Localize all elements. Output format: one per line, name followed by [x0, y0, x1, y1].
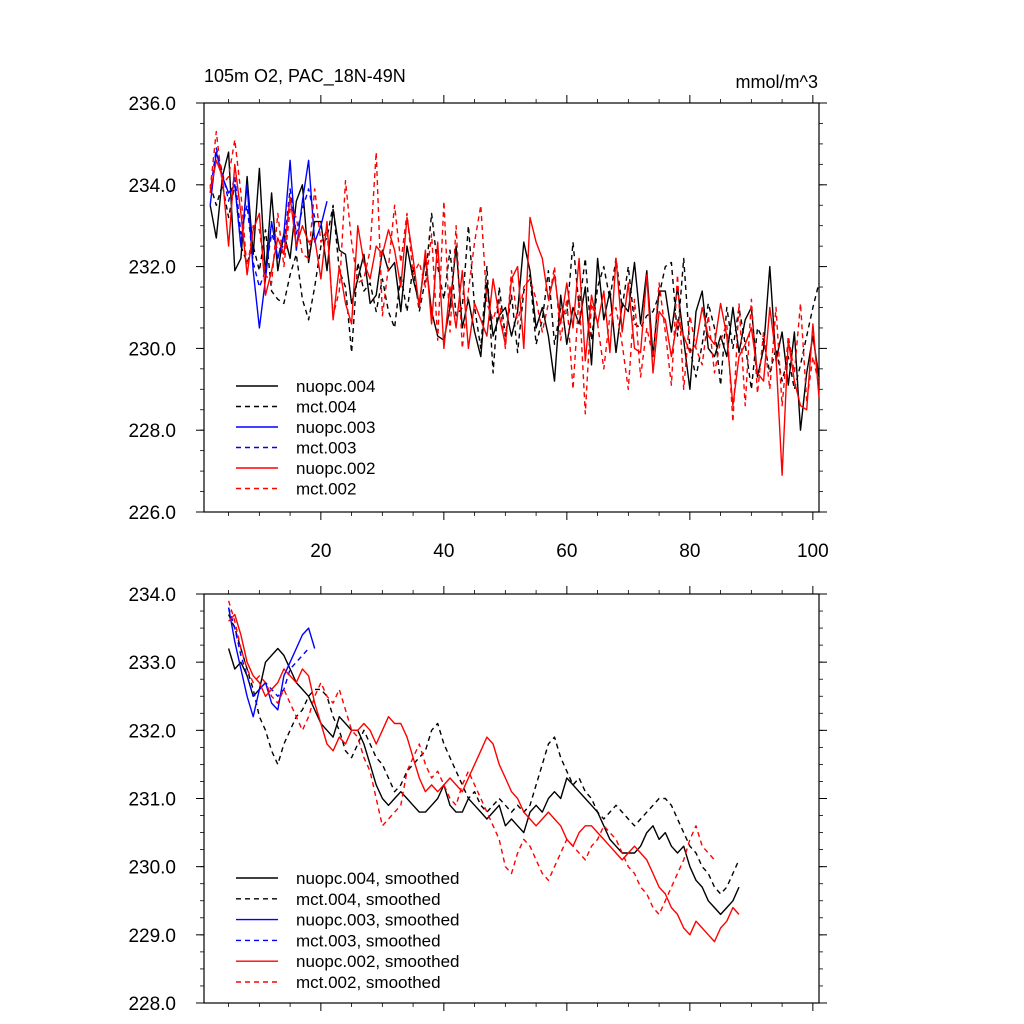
units-label: mmol/m^3: [736, 72, 818, 92]
legend-label: mct.003, smoothed: [296, 931, 441, 950]
bottom-panel: 228.0 229.0 230.0 231.0 232.0 233.0 234.0 nuopc…: [128, 585, 827, 1015]
y-tick-label: 230.0: [128, 339, 176, 360]
y-tick-label: 233.0: [128, 653, 176, 674]
top-panel: 226.0 228.0 230.0 232.0 234.0 236.0 20 40 60 80 10…: [128, 94, 828, 562]
x-tick-label: 60: [556, 541, 577, 562]
y-tick-label: 228.0: [128, 421, 176, 442]
y-tick-label: 236.0: [128, 94, 176, 115]
legend-label: mct.003: [296, 439, 356, 458]
legend-label: mct.004: [296, 398, 356, 417]
legend-label: nuopc.003, smoothed: [296, 911, 460, 930]
y-tick-label: 234.0: [128, 176, 176, 197]
y-tick-label: 234.0: [128, 585, 176, 606]
series-line-nuopc-002-smoothed: [228, 613, 740, 943]
y-tick-label: 226.0: [128, 503, 176, 524]
y-tick-label: 228.0: [128, 994, 176, 1015]
series-line-mct-004: [209, 184, 820, 390]
x-tick-label: 80: [679, 541, 700, 562]
x-tick-label: 100: [797, 541, 829, 562]
legend-label: mct.004, smoothed: [296, 890, 441, 909]
y-tick-label: 231.0: [128, 790, 176, 811]
y-tick-label: 232.0: [128, 258, 176, 279]
y-tick-label: 232.0: [128, 721, 176, 742]
series-line-nuopc-004-smoothed: [227, 647, 740, 916]
legend-label: nuopc.004, smoothed: [296, 869, 460, 888]
y-tick-label: 229.0: [128, 926, 176, 947]
legend-label: nuopc.004: [296, 377, 375, 396]
x-tick-label: 40: [433, 541, 454, 562]
series-line-mct-004-smoothed: [227, 614, 740, 895]
legend-label: nuopc.002, smoothed: [296, 952, 460, 971]
legend-label: mct.002, smoothed: [296, 973, 441, 992]
x-tick-label: 20: [310, 541, 331, 562]
legend-label: nuopc.003: [296, 418, 375, 437]
series-line-mct-003: [209, 147, 316, 288]
legend-label: nuopc.002: [296, 459, 375, 478]
legend-label: mct.002: [296, 480, 356, 499]
series-line-nuopc-003-smoothed: [227, 607, 316, 718]
series-line-mct-002-smoothed: [227, 600, 716, 916]
y-tick-label: 230.0: [128, 858, 176, 879]
series-line-nuopc-002: [209, 159, 820, 476]
chart-title: 105m O2, PAC_18N-49N: [204, 66, 406, 87]
series-line-mct-002: [209, 130, 820, 423]
